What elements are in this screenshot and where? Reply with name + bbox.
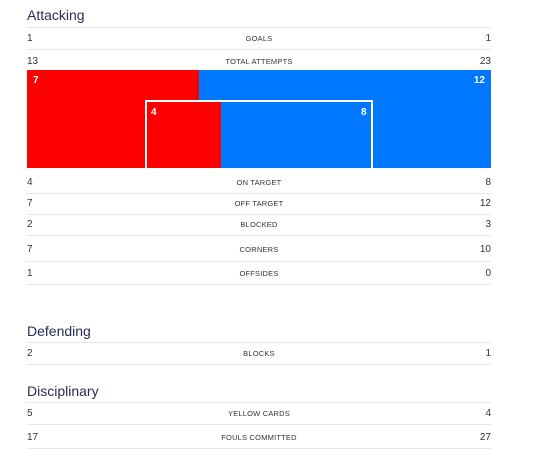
home-value: 17 xyxy=(27,432,39,443)
goal-frame xyxy=(145,100,373,168)
home-value: 7 xyxy=(27,198,33,209)
section-title-disciplinary: Disciplinary xyxy=(27,383,99,399)
away-value: 4 xyxy=(485,408,491,419)
section-title-defending: Defending xyxy=(27,323,91,339)
home-on-target-area xyxy=(147,102,221,168)
stat-row-goals: 1 GOALS 1 xyxy=(27,29,491,50)
stat-label: OFF TARGET xyxy=(234,199,284,208)
section-title-attacking: Attacking xyxy=(27,7,85,23)
stat-label: GOALS xyxy=(245,34,273,43)
stat-label: ON TARGET xyxy=(236,178,282,187)
away-on-target-value: 8 xyxy=(361,107,367,118)
stat-row-offsides: 1 OFFSIDES 0 xyxy=(27,264,491,285)
away-on-target-area xyxy=(221,102,371,168)
stat-label: TOTAL ATTEMPTS xyxy=(225,57,293,66)
attempts-visualization: 7 12 4 8 xyxy=(27,70,491,168)
home-on-target-value: 4 xyxy=(151,107,157,118)
stat-row-fouls-committed: 17 FOULS COMMITTED 27 xyxy=(27,428,491,449)
stat-label: CORNERS xyxy=(239,245,279,254)
stat-row-yellow-cards: 5 YELLOW CARDS 4 xyxy=(27,404,491,425)
away-value: 1 xyxy=(485,348,491,359)
stat-label: BLOCKS xyxy=(243,349,275,358)
home-value: 5 xyxy=(27,408,33,419)
stat-label: YELLOW CARDS xyxy=(228,409,290,418)
stat-row-off-target: 7 OFF TARGET 12 xyxy=(27,194,491,215)
home-off-target-value: 7 xyxy=(33,75,39,86)
home-value: 1 xyxy=(27,33,33,44)
stat-label: FOULS COMMITTED xyxy=(221,433,297,442)
divider xyxy=(27,342,491,343)
away-value: 0 xyxy=(485,268,491,279)
home-value: 13 xyxy=(27,56,39,67)
divider xyxy=(27,27,491,28)
away-off-target-value: 12 xyxy=(473,75,485,86)
home-value: 7 xyxy=(27,244,33,255)
stat-row-total-attempts: 13 TOTAL ATTEMPTS 23 xyxy=(27,52,491,72)
home-value: 1 xyxy=(27,268,33,279)
home-value: 2 xyxy=(27,348,33,359)
stat-row-blocked: 2 BLOCKED 3 xyxy=(27,215,491,236)
home-value: 2 xyxy=(27,219,33,230)
stat-label: BLOCKED xyxy=(240,220,278,229)
away-value: 8 xyxy=(485,177,491,188)
away-value: 1 xyxy=(485,33,491,44)
stat-row-corners: 7 CORNERS 10 xyxy=(27,240,491,262)
stat-row-blocks: 2 BLOCKS 1 xyxy=(27,344,491,365)
home-value: 4 xyxy=(27,177,33,188)
away-value: 10 xyxy=(479,244,491,255)
divider xyxy=(27,402,491,403)
away-value: 23 xyxy=(479,56,491,67)
away-value: 12 xyxy=(479,198,491,209)
away-value: 3 xyxy=(485,219,491,230)
stat-label: OFFSIDES xyxy=(239,269,279,278)
away-value: 27 xyxy=(479,432,491,443)
stat-row-on-target: 4 ON TARGET 8 xyxy=(27,173,491,194)
